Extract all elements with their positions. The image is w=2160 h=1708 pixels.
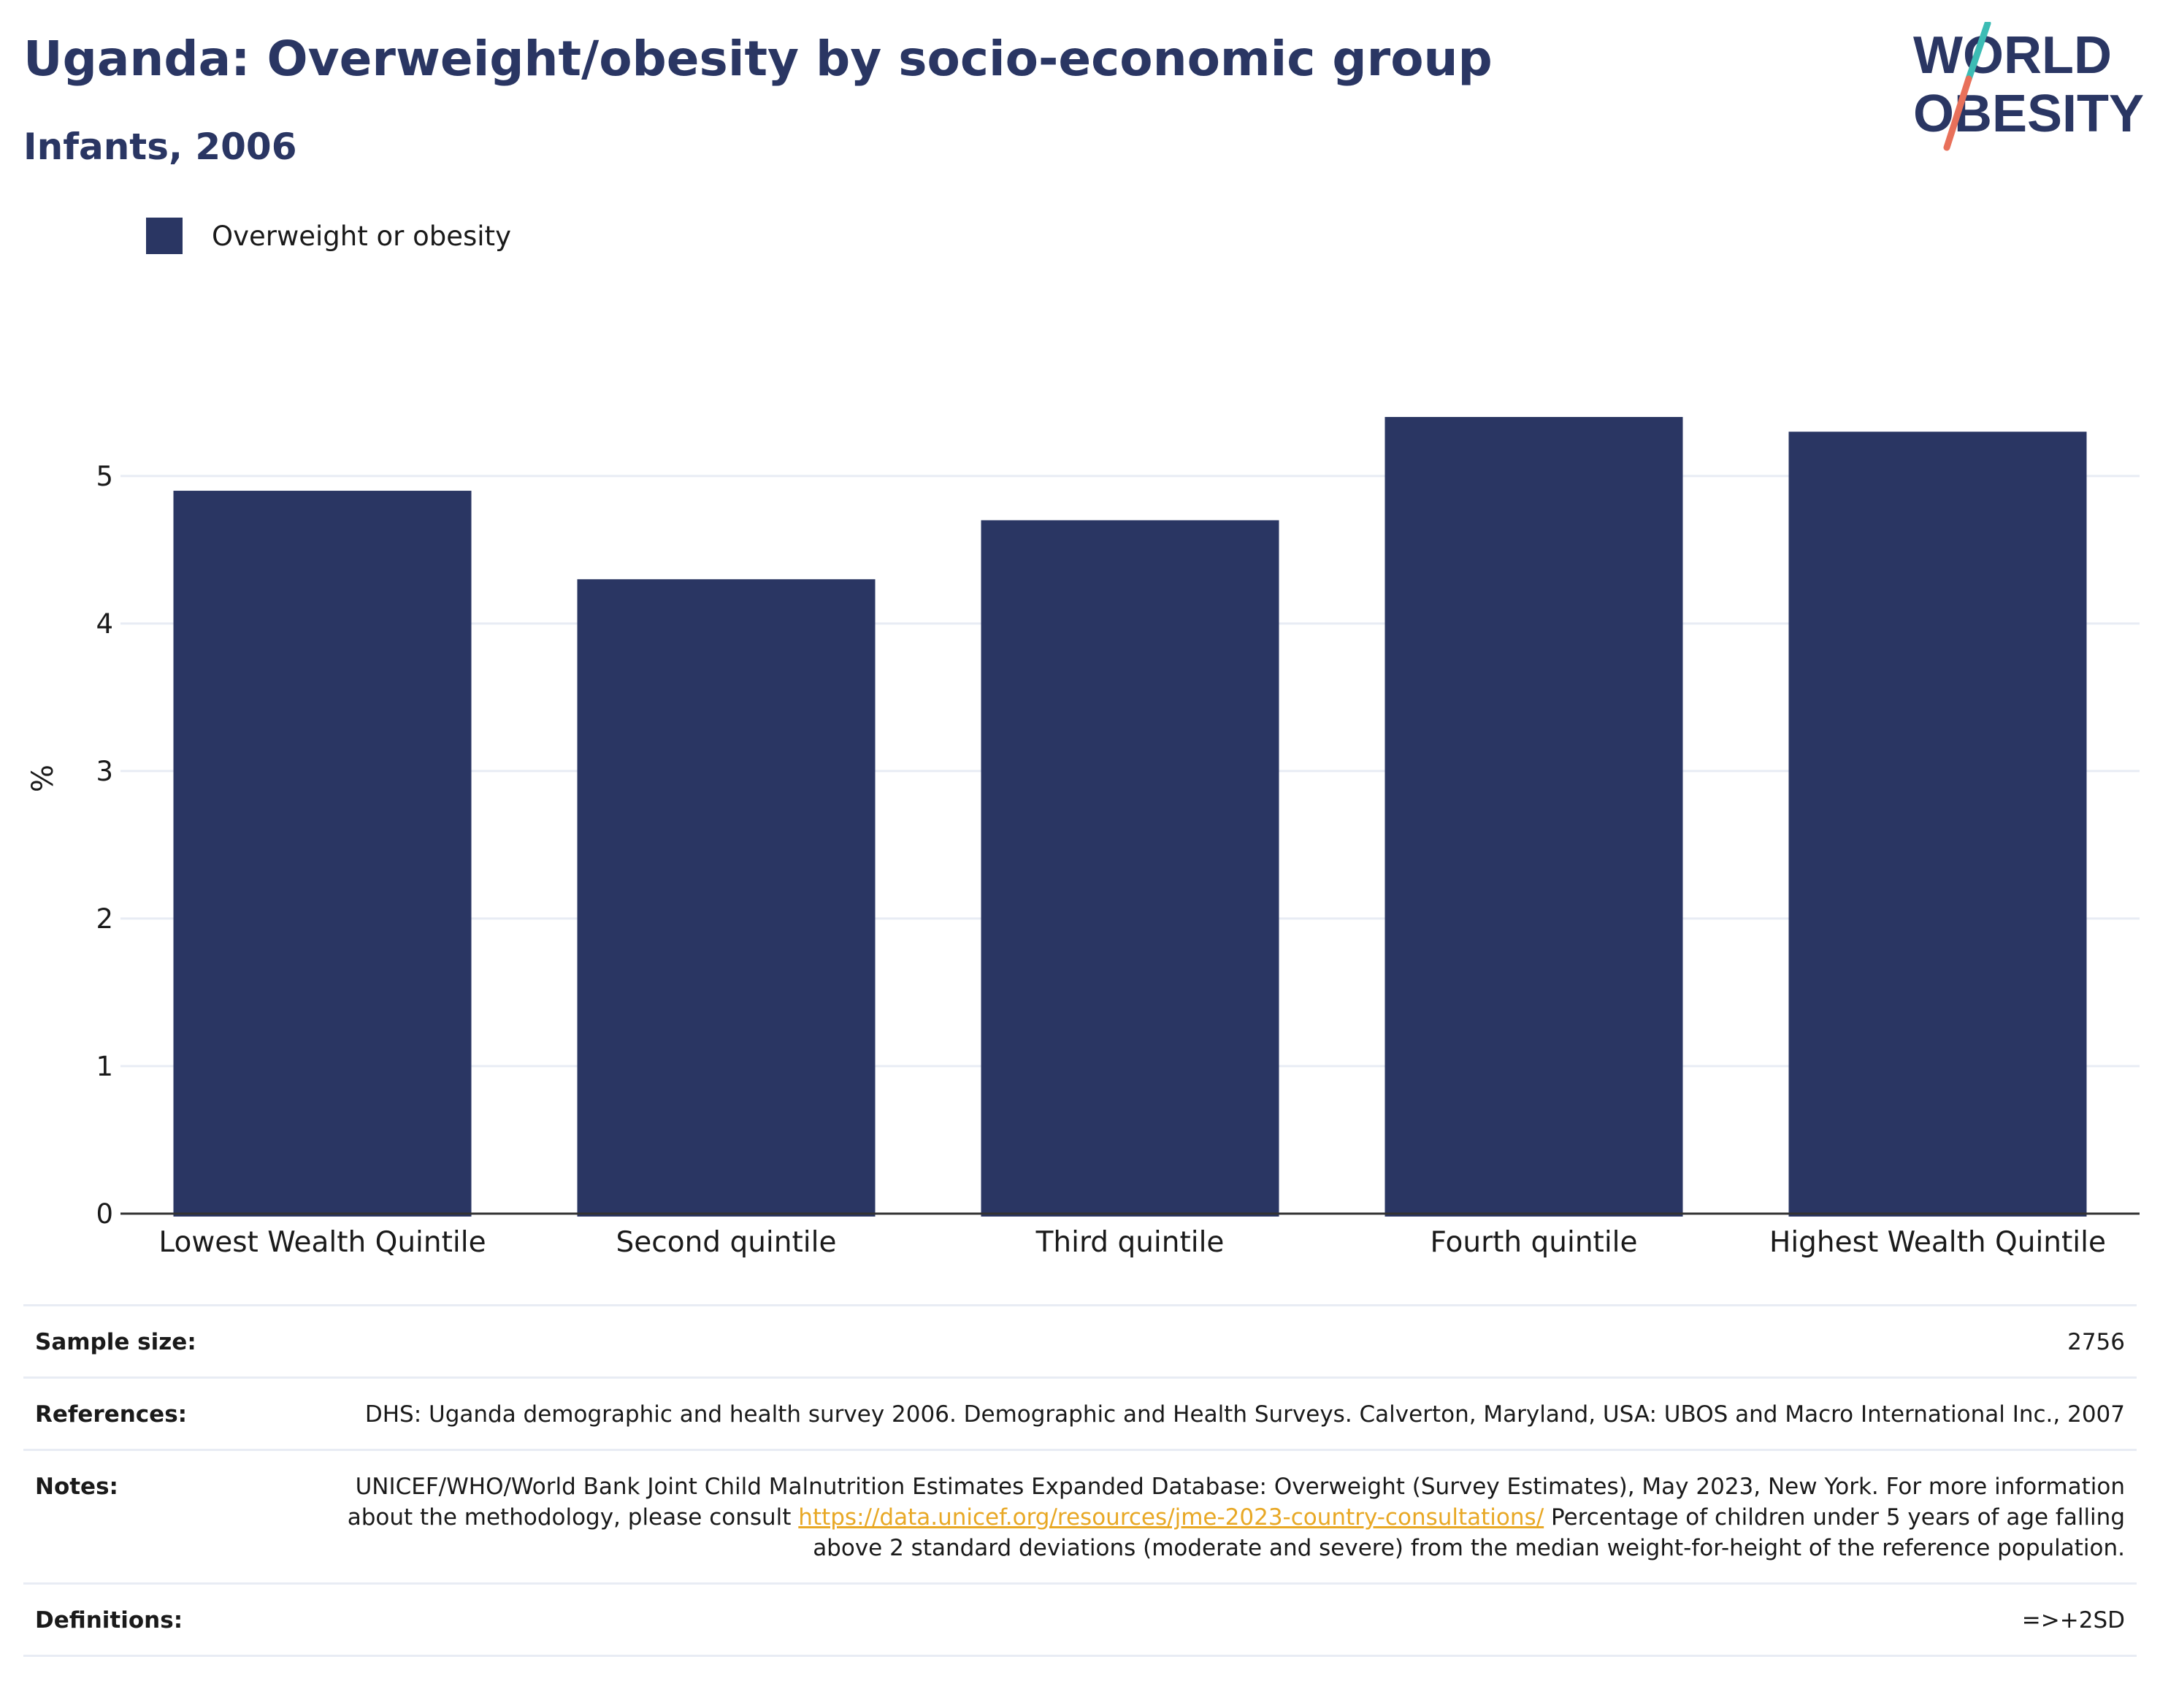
sample-size-label: Sample size: [35,1329,196,1355]
notes-text-after: Percentage of children under 5 years of … [813,1504,2125,1561]
logo-slash-bottom [1943,75,1972,151]
y-tick-label: 5 [96,461,113,492]
bar [981,520,1279,1217]
x-tick-label: Second quintile [616,1226,837,1259]
references-value: DHS: Uganda demographic and health surve… [364,1401,2125,1428]
logo-text-line1: WORLD [1913,26,2112,85]
legend-label: Overweight or obesity [212,220,511,252]
notes-row: Notes: UNICEF/WHO/World Bank Joint Child… [23,1449,2137,1582]
bar [1385,417,1683,1217]
chart-subtitle: Infants, 2006 [23,126,297,168]
notes-text-before: UNICEF/WHO/World Bank Joint Child Malnut… [347,1474,2125,1531]
logo-slash-top [1965,22,1991,83]
world-obesity-logo: WORLD OBESITY [1913,22,2144,151]
bar [577,579,876,1217]
bar-chart: 0 1 2 3 4 5 Lowest Wealth Quintile Second quint… [26,417,2140,1259]
y-tick-label: 4 [96,608,113,640]
definitions-label: Definitions: [35,1607,183,1634]
bar [173,491,472,1217]
chart-title: Uganda: Overweight/obesity by socio-econ… [23,31,1493,87]
y-tick-label: 3 [96,756,113,787]
notes-value: UNICEF/WHO/World Bank Joint Child Malnut… [298,1471,2125,1563]
axes: 0 1 2 3 4 5 Lowest Wealth Quintile Second quint… [26,461,2140,1259]
notes-label: Notes: [35,1474,118,1500]
legend-swatch [146,218,183,254]
definitions-row: Definitions: =>+2SD [23,1582,2137,1657]
sample-size-value: 2756 [2067,1329,2125,1355]
x-tick-label: Highest Wealth Quintile [1769,1226,2106,1259]
x-tick-label: Fourth quintile [1430,1226,1637,1259]
y-tick-label: 1 [96,1051,113,1082]
definitions-value: =>+2SD [2021,1607,2125,1634]
references-row: References: DHS: Uganda demographic and … [23,1376,2137,1449]
sample-size-row: Sample size: 2756 [23,1304,2137,1376]
bars [173,417,2087,1217]
methodology-link[interactable]: https://data.unicef.org/resources/jme-20… [798,1504,1544,1531]
references-label: References: [35,1401,188,1428]
bar [1788,432,2087,1217]
chart-legend: Overweight or obesity [146,217,511,255]
x-tick-label: Third quintile [1035,1226,1225,1259]
y-tick-label: 2 [96,903,113,935]
x-tick-label: Lowest Wealth Quintile [158,1226,486,1259]
y-tick-label: 0 [96,1198,113,1230]
metadata-table: Sample size: 2756 References: DHS: Ugand… [23,1304,2137,1657]
y-axis-label: % [26,765,60,792]
